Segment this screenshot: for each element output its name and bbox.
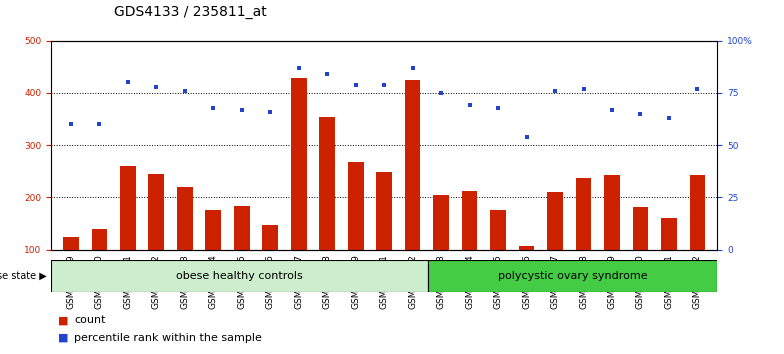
Point: [93, 121, 106, 127]
Point: [406, 65, 419, 71]
Point: [321, 71, 333, 77]
Point: [350, 82, 362, 87]
Bar: [348, 162, 364, 250]
Bar: [690, 175, 706, 250]
Bar: [405, 80, 420, 250]
Bar: [519, 246, 535, 250]
Bar: [120, 166, 136, 250]
Bar: [263, 225, 278, 250]
Bar: [51, 260, 427, 292]
Bar: [63, 236, 78, 250]
Point: [577, 86, 590, 92]
Point: [435, 90, 448, 96]
Text: GDS4133 / 235811_at: GDS4133 / 235811_at: [114, 5, 267, 19]
Text: disease state ▶: disease state ▶: [0, 271, 47, 281]
Point: [492, 105, 504, 110]
Point: [264, 109, 277, 115]
Bar: [575, 178, 591, 250]
Bar: [148, 174, 164, 250]
Point: [662, 115, 675, 121]
Point: [521, 134, 533, 139]
Bar: [490, 210, 506, 250]
Text: obese healthy controls: obese healthy controls: [176, 271, 303, 281]
Point: [691, 86, 704, 92]
Point: [292, 65, 305, 71]
Point: [634, 111, 647, 116]
Bar: [547, 192, 563, 250]
Bar: [177, 187, 193, 250]
Text: ■: ■: [51, 333, 68, 343]
Text: percentile rank within the sample: percentile rank within the sample: [74, 333, 263, 343]
Point: [150, 84, 162, 90]
Text: ■: ■: [51, 315, 68, 325]
Point: [207, 105, 220, 110]
Point: [64, 121, 77, 127]
Text: count: count: [74, 315, 106, 325]
Bar: [427, 260, 717, 292]
Point: [179, 88, 191, 94]
Bar: [234, 206, 249, 250]
Bar: [205, 210, 221, 250]
Point: [463, 103, 476, 108]
Point: [122, 80, 134, 85]
Point: [606, 107, 619, 113]
Bar: [319, 118, 335, 250]
Bar: [291, 78, 307, 250]
Point: [235, 107, 248, 113]
Bar: [92, 229, 107, 250]
Bar: [633, 207, 648, 250]
Bar: [434, 195, 449, 250]
Bar: [462, 190, 477, 250]
Bar: [661, 218, 677, 250]
Bar: [376, 172, 392, 250]
Point: [378, 82, 390, 87]
Point: [549, 88, 561, 94]
Text: polycystic ovary syndrome: polycystic ovary syndrome: [498, 271, 648, 281]
Bar: [604, 175, 620, 250]
